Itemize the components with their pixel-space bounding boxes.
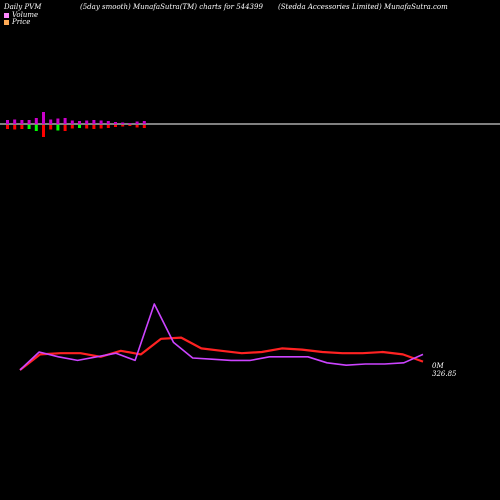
volume-bar-lower [106,125,110,128]
volume-bar-upper [20,120,24,124]
volume-bar-upper [49,119,53,124]
volume-bar-upper [70,120,74,124]
chart-title-right: (Stedda Accessories Limited) MunafaSutra… [278,3,448,11]
volume-bar-lower [121,125,125,127]
volume-bar-lower [78,125,81,128]
volume-bar-upper [27,120,31,124]
volume-bar-upper [63,118,67,124]
volume-bar-upper [106,121,110,124]
smooth-series-line [19,303,424,371]
volume-bar-upper [114,122,117,124]
volume-bar-lower [20,125,24,129]
volume-bar-upper [42,112,45,124]
volume-bar-upper [56,118,60,124]
legend-price-label: Price [12,18,31,26]
price-series-line [19,336,424,371]
price-lines [19,303,424,371]
volume-bar-lower [13,125,17,130]
chart-title-left: Daily PVM [4,3,42,11]
volume-bar-lower [85,125,89,129]
volume-bar-lower [128,125,132,126]
volume-bar-lower [34,125,38,131]
volume-bar-lower [49,125,53,130]
volume-bar-lower [6,125,9,129]
volume-bar-upper [85,120,89,124]
chart-title-center: (5day smooth) MunafaSutra(TM) charts for… [80,3,263,11]
volume-bar-upper [135,121,139,124]
volume-bar-upper [6,120,9,124]
legend-price: Price [4,18,30,26]
volume-bar-lower [92,125,96,129]
volume-bar-lower [135,125,139,128]
volume-bar-lower [56,125,60,131]
volume-bar-upper [99,120,103,124]
volume-bar-lower [99,125,103,129]
price-value-label: 326.85 [432,370,457,378]
volume-bar-upper [142,121,146,124]
volume-bar-lower [63,125,67,131]
volume-bar-lower [142,125,146,128]
legend-volume-swatch [4,12,9,18]
volume-bar-upper [78,121,81,124]
volume-bar-upper [34,118,38,124]
volume-bar-upper [121,122,125,124]
legend-volume-label: Volume [12,11,39,19]
volume-bar-lower [114,125,117,127]
legend-price-swatch [4,19,9,25]
volume-bar-lower [70,125,74,129]
legend-volume: Volume [4,11,38,19]
volume-bar-upper [128,123,132,124]
volume-bar-lower [27,125,31,129]
volume-bars [6,112,146,137]
volume-bar-upper [92,120,96,124]
volume-value-label: 0M [432,362,444,370]
volume-bar-lower [42,125,45,137]
volume-bar-upper [13,119,17,124]
